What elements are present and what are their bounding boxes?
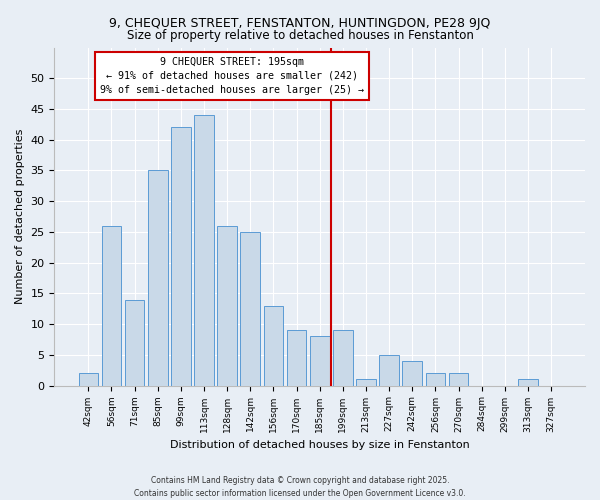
Bar <box>101 226 121 386</box>
Text: 9 CHEQUER STREET: 195sqm
← 91% of detached houses are smaller (242)
9% of semi-d: 9 CHEQUER STREET: 195sqm ← 91% of detach… <box>100 56 364 94</box>
Bar <box>425 374 445 386</box>
Bar <box>241 232 260 386</box>
Y-axis label: Number of detached properties: Number of detached properties <box>15 129 25 304</box>
Bar <box>125 300 145 386</box>
Bar <box>171 128 191 386</box>
Text: Contains HM Land Registry data © Crown copyright and database right 2025.
Contai: Contains HM Land Registry data © Crown c… <box>134 476 466 498</box>
Bar <box>403 361 422 386</box>
Text: Size of property relative to detached houses in Fenstanton: Size of property relative to detached ho… <box>127 29 473 42</box>
Bar <box>310 336 329 386</box>
Bar <box>148 170 167 386</box>
X-axis label: Distribution of detached houses by size in Fenstanton: Distribution of detached houses by size … <box>170 440 470 450</box>
Bar <box>79 374 98 386</box>
Bar <box>263 306 283 386</box>
Bar <box>287 330 307 386</box>
Bar <box>333 330 353 386</box>
Bar <box>379 355 399 386</box>
Text: 9, CHEQUER STREET, FENSTANTON, HUNTINGDON, PE28 9JQ: 9, CHEQUER STREET, FENSTANTON, HUNTINGDO… <box>109 18 491 30</box>
Bar <box>194 115 214 386</box>
Bar <box>518 380 538 386</box>
Bar <box>217 226 237 386</box>
Bar <box>356 380 376 386</box>
Bar <box>449 374 469 386</box>
